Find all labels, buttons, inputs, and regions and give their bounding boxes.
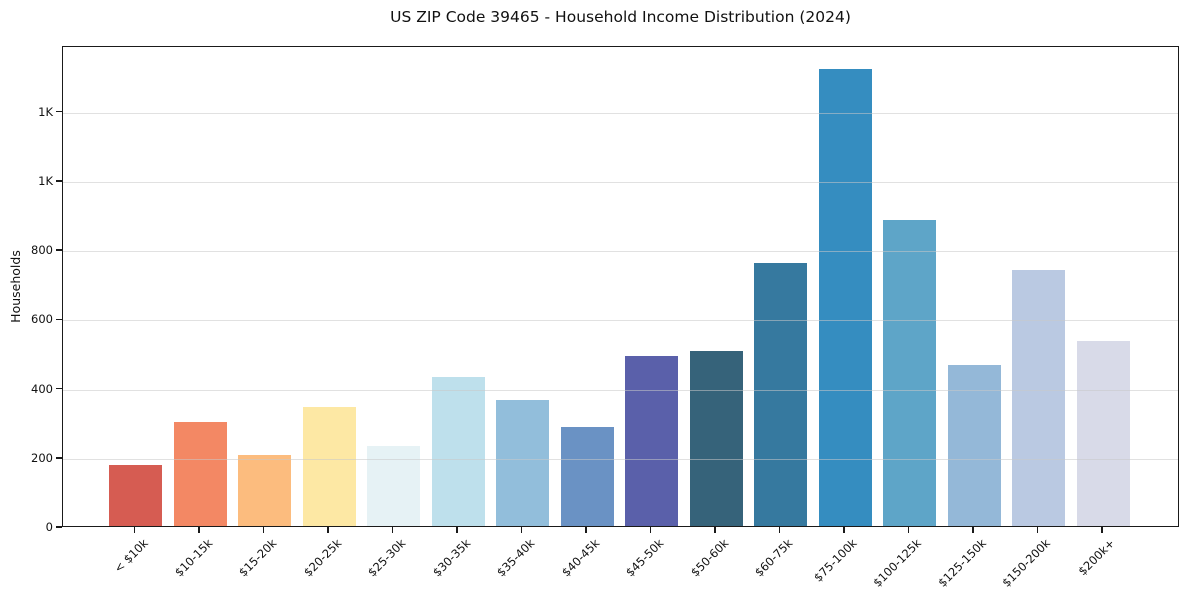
x-tick-label: $20-25k	[300, 536, 344, 580]
x-tick-mark	[907, 527, 910, 533]
x-tick-mark	[843, 527, 845, 533]
bar	[1076, 340, 1130, 526]
bar	[754, 263, 807, 526]
x-tick-mark	[585, 527, 587, 533]
y-tick-mark	[56, 318, 62, 321]
x-tick-label: $40-45k	[558, 536, 602, 580]
x-tick-label: $35-40k	[493, 536, 538, 580]
y-tick-mark	[56, 249, 62, 251]
gridline	[63, 112, 1178, 114]
bar	[1012, 269, 1065, 526]
bar	[173, 422, 227, 526]
x-tick-label: $60-75k	[751, 536, 796, 580]
x-tick-mark	[133, 527, 136, 533]
y-tick-label: 600	[31, 312, 53, 327]
x-tick-mark	[520, 527, 523, 533]
y-tick-mark	[56, 526, 62, 528]
x-tick-label: $25-30k	[364, 536, 409, 580]
y-tick-mark	[56, 180, 62, 182]
x-tick-label: $100-125k	[870, 536, 925, 590]
y-tick-label: 0	[45, 520, 53, 534]
x-tick-mark	[1101, 527, 1103, 533]
bar	[302, 406, 356, 526]
bar	[496, 399, 549, 526]
x-tick-mark	[972, 527, 974, 533]
x-tick-label: $15-20k	[235, 536, 280, 580]
x-tick-label: $50-60k	[687, 536, 731, 580]
y-tick-mark	[56, 457, 62, 459]
bar	[238, 455, 291, 526]
gridline	[63, 458, 1178, 460]
gridline	[63, 251, 1178, 253]
x-tick-label: $75-100k	[811, 536, 860, 585]
x-tick-label: $150-200k	[999, 536, 1054, 590]
x-tick-mark	[327, 527, 329, 533]
chart-title: US ZIP Code 39465 - Household Income Dis…	[390, 8, 851, 26]
x-tick-label: $30-35k	[429, 536, 473, 580]
y-tick-label: 200	[31, 450, 53, 465]
x-tick-mark	[456, 527, 458, 533]
bar	[367, 446, 420, 526]
bar	[689, 351, 743, 526]
bar	[109, 465, 162, 526]
bar	[560, 427, 614, 526]
x-tick-label: $45-50k	[622, 536, 667, 580]
y-tick-label: 800	[31, 243, 53, 258]
bar	[947, 365, 1001, 526]
bar	[431, 377, 485, 526]
y-tick-label: 400	[31, 381, 53, 396]
y-tick-mark	[56, 110, 62, 113]
x-tick-mark	[198, 527, 200, 533]
x-tick-label: < $10k	[110, 536, 151, 576]
y-tick-label: 1K	[38, 173, 53, 188]
bar	[883, 219, 936, 526]
x-tick-label: $10-15k	[171, 536, 215, 580]
gridline	[63, 320, 1178, 322]
gridline	[63, 389, 1178, 391]
bar	[818, 69, 872, 526]
x-tick-mark	[714, 527, 716, 533]
x-tick-mark	[262, 527, 265, 533]
gridline	[63, 181, 1178, 183]
x-tick-mark	[1036, 527, 1039, 533]
x-tick-label: $200k+	[1075, 536, 1118, 579]
plot-area	[62, 46, 1179, 527]
x-tick-mark	[391, 527, 394, 533]
x-tick-mark	[649, 527, 652, 533]
x-tick-label: $125-150k	[935, 536, 989, 590]
x-tick-mark	[778, 527, 781, 533]
bar	[625, 356, 678, 526]
y-tick-mark	[56, 387, 62, 390]
y-tick-label: 1K	[38, 104, 53, 119]
